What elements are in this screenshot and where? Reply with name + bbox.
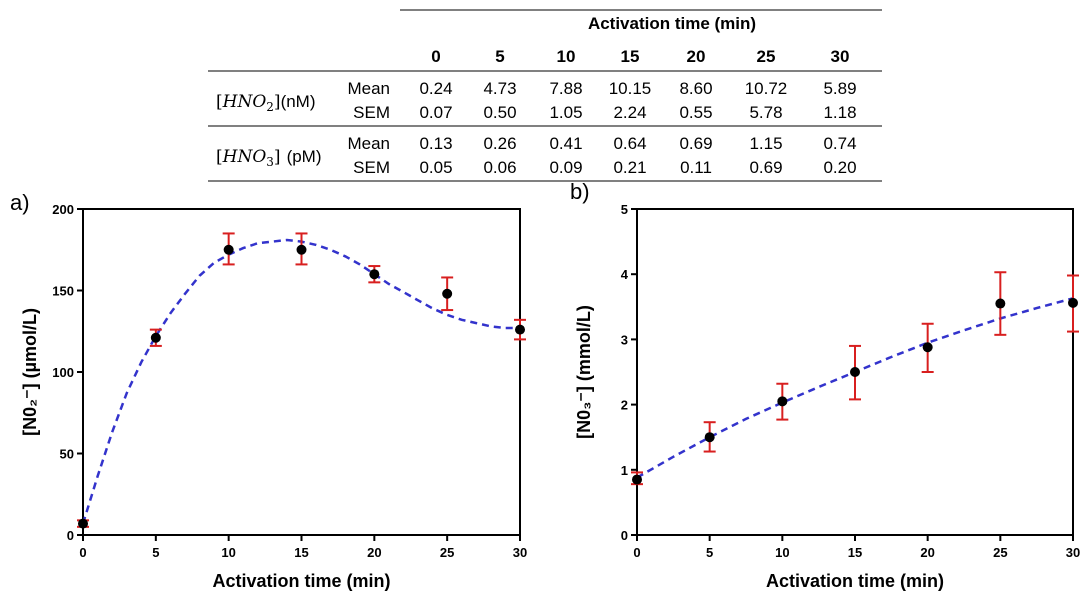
table-body: Mean 0.24 4.73 7.88 10.15 8.60 10.72 5.89 SEM 0.0… xyxy=(347,79,856,177)
table-col-header: 30 xyxy=(831,47,850,66)
table-cell: 10.15 xyxy=(609,79,652,98)
data-point xyxy=(995,298,1006,309)
table-stat-label: SEM xyxy=(353,158,390,177)
table-cell: 0.69 xyxy=(749,158,782,177)
data-point xyxy=(296,244,307,255)
data-point xyxy=(369,269,380,280)
x-axis-label: Activation time (min) xyxy=(212,571,390,591)
x-tick-label: 15 xyxy=(848,545,862,560)
table-cell: 0.13 xyxy=(419,134,452,153)
x-tick-label: 5 xyxy=(706,545,713,560)
table-cell: 0.05 xyxy=(419,158,452,177)
data-point xyxy=(850,367,860,377)
y-tick-label: 5 xyxy=(621,202,628,217)
table-cell: 2.24 xyxy=(613,103,646,122)
table-cell: 0.20 xyxy=(823,158,856,177)
x-tick-label: 25 xyxy=(440,545,454,560)
x-axis-label: Activation time (min) xyxy=(766,571,944,591)
stats-table: Activation time (min) 0 5 10 15 20 25 30 [HNO2… xyxy=(208,9,882,182)
table-cell: 5.78 xyxy=(749,103,782,122)
table-col-header: 5 xyxy=(495,47,504,66)
y-axis-label: [N0₃⁻] (mmol/L) xyxy=(574,305,594,439)
table-cell: 5.89 xyxy=(823,79,856,98)
panel-label: a) xyxy=(10,190,30,215)
y-tick-label: 200 xyxy=(52,202,74,217)
x-tick-label: 0 xyxy=(633,545,640,560)
table-cell: 1.15 xyxy=(749,134,782,153)
data-point xyxy=(632,474,642,485)
data-point xyxy=(78,518,88,529)
svg-text:[HNO2](nM): [HNO2](nM) xyxy=(216,92,316,114)
x-tick-label: 25 xyxy=(993,545,1007,560)
table-cell: 0.09 xyxy=(549,158,582,177)
data-point xyxy=(1068,297,1078,308)
panel-label: b) xyxy=(570,179,590,204)
y-axis-label: [N0₂⁻] (µmol/L) xyxy=(20,308,40,436)
y-tick-label: 100 xyxy=(52,365,74,380)
table-stat-label: SEM xyxy=(353,103,390,122)
y-tick-label: 4 xyxy=(621,267,629,282)
table-col-header: 0 xyxy=(431,47,440,66)
x-tick-label: 10 xyxy=(221,545,235,560)
table-stat-label: Mean xyxy=(347,134,390,153)
table-cell: 0.07 xyxy=(419,103,452,122)
x-tick-label: 0 xyxy=(79,545,86,560)
table-header-title: Activation time (min) xyxy=(588,14,756,33)
table-cell: 1.05 xyxy=(549,103,582,122)
y-tick-label: 0 xyxy=(67,528,74,543)
data-point xyxy=(704,432,715,443)
table-cell: 0.69 xyxy=(679,134,712,153)
table-cell: 0.26 xyxy=(483,134,516,153)
data-point xyxy=(922,342,933,353)
table-cell: 0.11 xyxy=(680,158,712,177)
group-label-hno3: [HNO3] (pM) xyxy=(216,147,322,169)
table-cell: 0.50 xyxy=(483,103,516,122)
x-tick-label: 30 xyxy=(1066,545,1080,560)
table-cell: 0.55 xyxy=(679,103,712,122)
table-col-header: 25 xyxy=(757,47,776,66)
data-point xyxy=(442,288,453,299)
x-tick-label: 10 xyxy=(775,545,789,560)
x-tick-label: 5 xyxy=(152,545,159,560)
x-tick-label: 30 xyxy=(513,545,527,560)
table-cell: 8.60 xyxy=(679,79,712,98)
table-cell: 4.73 xyxy=(483,79,516,98)
table-cell: 0.21 xyxy=(613,158,646,177)
svg-text:[HNO3](pM): [HNO3] (pM) xyxy=(216,147,322,169)
table-column-headers: 0 5 10 15 20 25 30 xyxy=(431,47,849,66)
x-tick-label: 20 xyxy=(367,545,381,560)
table-cell: 1.18 xyxy=(823,103,856,122)
table-cell: 0.24 xyxy=(419,79,452,98)
y-tick-label: 0 xyxy=(621,528,628,543)
table-col-header: 20 xyxy=(687,47,706,66)
table-cell: 10.72 xyxy=(745,79,788,98)
y-tick-label: 50 xyxy=(60,447,74,462)
table-col-header: 10 xyxy=(557,47,576,66)
table-cell: 0.06 xyxy=(483,158,516,177)
data-point xyxy=(150,332,161,343)
y-tick-label: 2 xyxy=(621,398,628,413)
y-tick-label: 3 xyxy=(621,332,628,347)
data-point xyxy=(777,396,788,407)
group-label-hno2: [HNO2](nM) xyxy=(216,92,316,114)
table-cell: 0.74 xyxy=(823,134,856,153)
table-stat-label: Mean xyxy=(347,79,390,98)
table-cell: 0.41 xyxy=(549,134,582,153)
x-tick-label: 15 xyxy=(294,545,308,560)
x-tick-label: 20 xyxy=(920,545,934,560)
table-cell: 7.88 xyxy=(549,79,582,98)
data-point xyxy=(515,324,525,335)
table-cell: 0.64 xyxy=(613,134,646,153)
data-point xyxy=(223,244,234,255)
table-col-header: 15 xyxy=(621,47,640,66)
y-tick-label: 150 xyxy=(52,284,74,299)
y-tick-label: 1 xyxy=(621,463,628,478)
